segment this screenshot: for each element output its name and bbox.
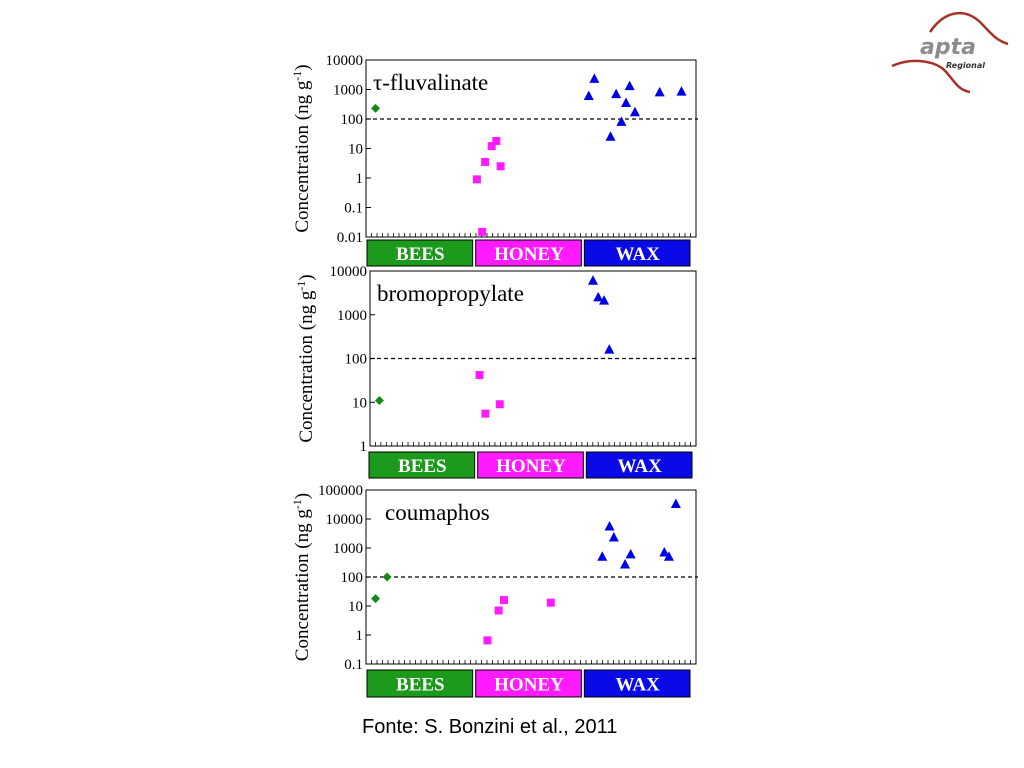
apta-regional-logo: apta Regional	[891, 11, 1009, 94]
wax-point	[625, 548, 636, 559]
y-tick-label: 100	[341, 570, 364, 586]
wax-point	[620, 558, 631, 569]
panel-title: coumaphos	[385, 500, 490, 525]
y-tick-label: 10000	[326, 512, 364, 528]
wax-point	[587, 275, 598, 285]
y-tick-label: 1000	[333, 83, 363, 99]
y-tick-label: 1	[360, 439, 368, 455]
wax-point	[597, 551, 608, 561]
wax-point	[593, 291, 604, 302]
band-label-wax: WAX	[617, 456, 662, 477]
band-label-honey: HONEY	[496, 456, 566, 477]
band-bees	[366, 669, 474, 698]
wax-point	[608, 532, 619, 542]
wax-point	[605, 131, 616, 141]
wax-point	[616, 116, 627, 126]
logo-swoosh-bottom	[891, 59, 971, 94]
band-honey	[475, 239, 582, 267]
band-wax	[585, 451, 693, 479]
wax-point	[583, 90, 594, 101]
band-label-bees: BEES	[396, 244, 445, 265]
bees-point	[374, 395, 384, 405]
bees-point	[371, 594, 381, 604]
honey-point	[481, 157, 490, 166]
wax-point	[659, 546, 670, 557]
y-tick-label: 10	[352, 395, 367, 411]
wax-point	[604, 521, 615, 531]
y-tick-label: 0.1	[344, 201, 363, 217]
logo-text: apta	[920, 35, 976, 60]
y-tick-label: 100	[341, 112, 364, 128]
y-tick-label: 0.01	[337, 230, 363, 246]
bees-point	[382, 572, 392, 582]
band-bees	[366, 239, 474, 267]
honey-point	[483, 636, 492, 645]
honey-point	[487, 142, 496, 151]
wax-point	[604, 344, 615, 354]
band-label-honey: HONEY	[494, 244, 564, 265]
wax-point	[624, 80, 635, 91]
y-tick-label: 10000	[330, 264, 368, 280]
band-label-bees: BEES	[398, 456, 447, 477]
chart-panel-1: 0.01 0.1 1 10 100 1000 10000 τ-fluvalinate Conce…	[290, 53, 698, 267]
band-label-honey: HONEY	[494, 675, 564, 696]
honey-point	[496, 162, 505, 171]
y-tick-label: 100000	[318, 483, 363, 499]
wax-point	[629, 106, 640, 117]
wax-point	[611, 88, 622, 99]
y-tick-label: 10	[348, 142, 363, 158]
band-wax	[583, 239, 691, 267]
y-tick-label: 1	[356, 628, 364, 644]
y-tick-label: 1	[356, 171, 364, 187]
wax-point	[676, 86, 687, 96]
y-tick-label: 1000	[333, 541, 363, 557]
chart-panel-2: 1 10 100 1000 10000 bromopropylate Concentrati…	[294, 264, 698, 479]
wax-point	[589, 73, 600, 83]
band-bees	[368, 451, 476, 479]
band-wax	[583, 669, 691, 698]
y-axis-label: Concentration (ng g-1)	[290, 493, 313, 661]
logo-swoosh-top	[928, 11, 1009, 46]
source-caption: Fonte: S. Bonzini et al., 2011	[362, 716, 618, 738]
honey-point	[481, 409, 490, 418]
panel-title: τ-fluvalinate	[373, 70, 488, 95]
wax-point	[663, 551, 674, 561]
band-label-wax: WAX	[615, 244, 660, 265]
y-tick-label: 0.1	[344, 657, 363, 673]
band-honey	[475, 669, 582, 698]
wax-point	[621, 97, 632, 107]
wax-point	[670, 498, 681, 508]
honey-point	[475, 370, 484, 379]
honey-point	[494, 606, 503, 615]
honey-point	[546, 598, 555, 607]
band-honey	[477, 451, 584, 479]
honey-point	[472, 175, 481, 184]
honey-point	[492, 136, 501, 145]
wax-point	[599, 295, 610, 305]
panel-title: bromopropylate	[377, 281, 524, 306]
honey-point	[478, 227, 487, 236]
y-axis-label: Concentration (ng g-1)	[290, 64, 313, 232]
y-tick-label: 10000	[326, 53, 364, 69]
honey-point	[499, 596, 508, 605]
y-axis-label: Concentration (ng g-1)	[294, 274, 317, 442]
logo-subtext: Regional	[946, 61, 985, 70]
honey-point	[495, 400, 504, 409]
y-tick-label: 1000	[337, 308, 367, 324]
band-label-wax: WAX	[615, 675, 660, 696]
y-tick-label: 100	[345, 352, 368, 368]
wax-point	[654, 86, 665, 97]
band-label-bees: BEES	[396, 675, 445, 696]
bees-point	[371, 103, 381, 113]
y-tick-label: 10	[348, 599, 363, 615]
chart-panel-3: 0.1 1 10 100 1000 10000 100000 coumaphos Concent…	[290, 483, 698, 698]
